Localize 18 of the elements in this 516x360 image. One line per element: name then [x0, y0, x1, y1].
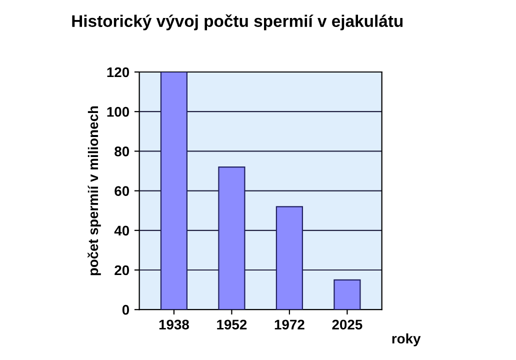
x-tick-label: 2025 — [332, 320, 362, 330]
y-tick-label: 20 — [114, 265, 130, 276]
x-tick-label: 1952 — [217, 320, 247, 330]
y-tick-label: 0 — [122, 304, 130, 315]
x-tick-label: 1972 — [274, 320, 304, 330]
y-tick-label: 120 — [107, 67, 130, 78]
y-tick-label: 60 — [114, 186, 130, 196]
chart-title: Historický vývoj počtu spermií v ejakulátu — [72, 14, 403, 30]
bar — [276, 206, 303, 310]
y-tick-label: 100 — [107, 106, 130, 117]
bar — [334, 279, 361, 310]
bar — [160, 72, 188, 310]
y-tick-label: 80 — [114, 146, 130, 156]
x-tick-label: 1938 — [159, 320, 189, 330]
y-axis-title: počet spermií v milionech — [88, 106, 101, 276]
x-axis-title: roky — [392, 333, 421, 346]
bar — [218, 166, 246, 310]
y-tick-label: 40 — [114, 226, 130, 236]
